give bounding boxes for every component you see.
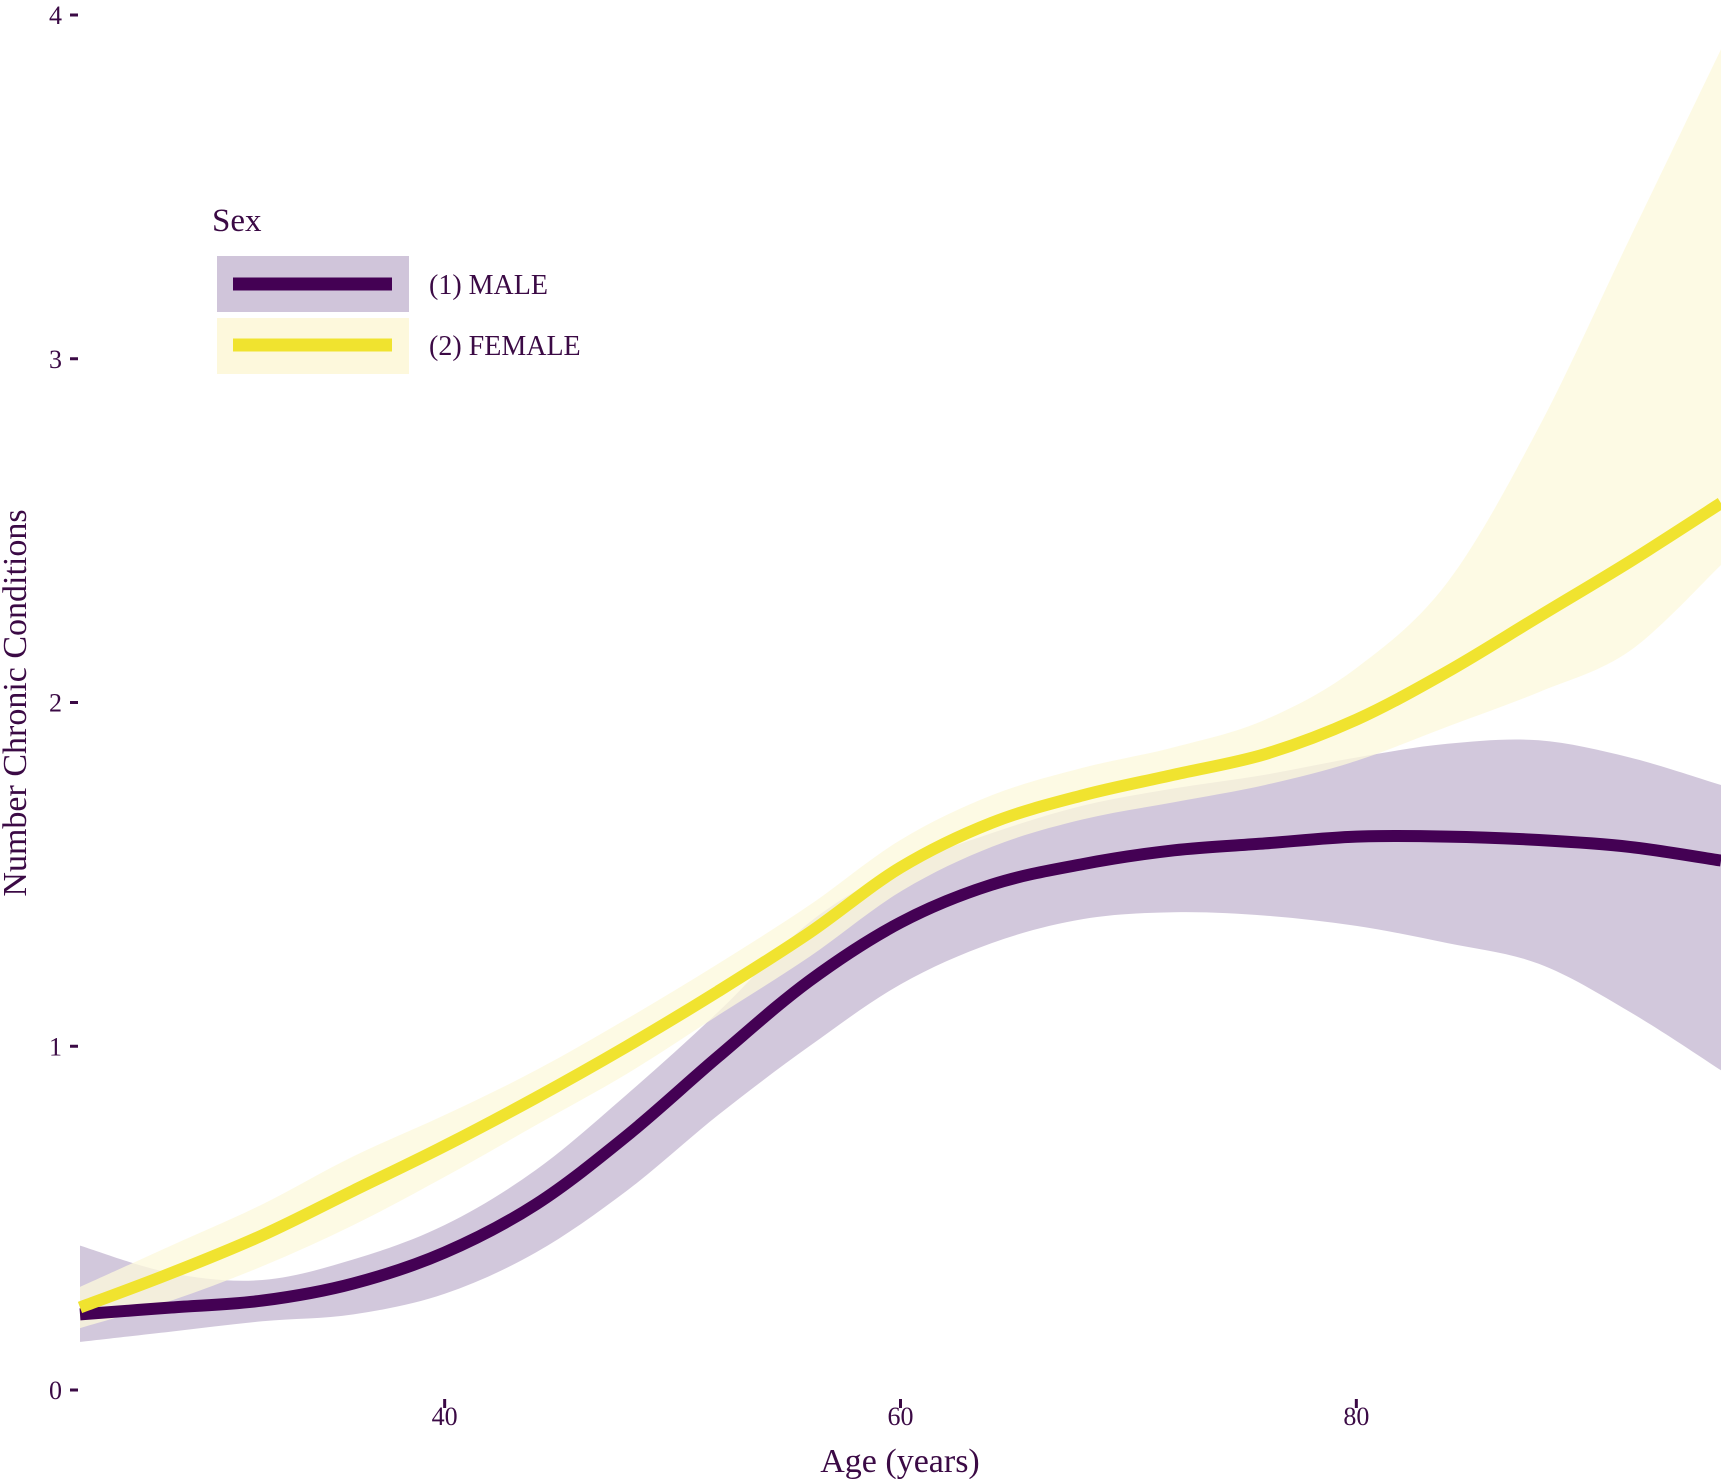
- x-axis-title: Age (years): [820, 1443, 980, 1479]
- confidence-bands: [80, 49, 1721, 1342]
- x-axis: 40 60 80: [432, 1399, 1369, 1431]
- x-tick-label: 80: [1343, 1402, 1369, 1431]
- confidence-band-female: [80, 49, 1721, 1329]
- x-tick-label: 60: [888, 1402, 914, 1431]
- legend-label-male: (1) MALE: [429, 270, 548, 301]
- y-axis-title: Number Chronic Conditions: [0, 509, 34, 896]
- y-tick-label: 0: [49, 1376, 62, 1405]
- confidence-band-male: [80, 739, 1721, 1342]
- series-line-female: [77, 498, 1721, 1314]
- y-tick-label: 4: [49, 1, 62, 30]
- legend: Sex (1) MALE (2) FEMALE: [212, 203, 581, 374]
- y-tick-label: 1: [49, 1032, 62, 1061]
- legend-title: Sex: [212, 203, 262, 239]
- y-tick-label: 3: [49, 345, 62, 374]
- y-tick-label: 2: [49, 689, 62, 718]
- legend-label-female: (2) FEMALE: [429, 331, 581, 362]
- series-lines: [77, 498, 1721, 1321]
- y-axis: 0 1 2 3 4: [49, 1, 78, 1405]
- series-line-male: [79, 829, 1721, 1321]
- x-tick-label: 40: [432, 1402, 458, 1431]
